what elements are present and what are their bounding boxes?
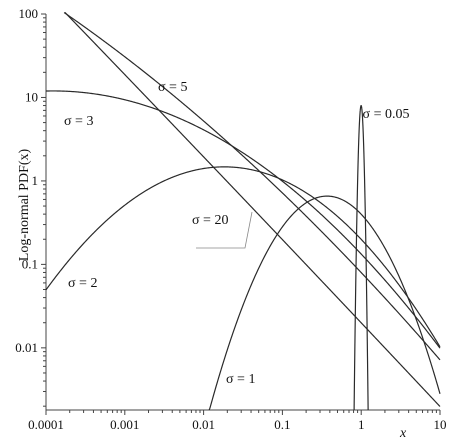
series-curve-20 [64, 11, 441, 407]
series-curve-0_05 [353, 105, 369, 411]
x-tick-label: 10 [434, 417, 447, 432]
series-label-leader [196, 211, 253, 249]
axes [45, 14, 440, 411]
x-axis-title: x [399, 426, 407, 441]
series-labels: σ = 0.05 σ = 1 σ = 2 σ = 3 σ = 5 σ = 20 [64, 80, 409, 387]
y-axis-ticks: 0.01 0.1 1 10 100 [15, 6, 46, 407]
x-tick-label: 1 [358, 417, 365, 432]
x-tick-label: 0.01 [192, 417, 215, 432]
series-curve-5 [63, 12, 441, 361]
series-label-5: σ = 5 [158, 80, 187, 95]
series-label-1: σ = 1 [226, 372, 255, 387]
x-tick-label: 0.001 [110, 417, 139, 432]
y-tick-label: 1 [32, 173, 39, 188]
x-tick-label: 0.1 [274, 417, 290, 432]
y-tick-label: 0.1 [22, 256, 38, 271]
series-label-3: σ = 3 [64, 114, 93, 129]
y-tick-label: 100 [19, 6, 39, 21]
x-tick-label: 0.0001 [28, 417, 64, 432]
series-curve-3 [45, 90, 441, 349]
x-axis-ticks: 0.0001 0.001 0.01 0.1 1 10 [28, 410, 447, 432]
series-label-2: σ = 2 [68, 276, 97, 291]
series-curve-1 [208, 195, 441, 411]
series-label-0_05: σ = 0.05 [363, 107, 410, 122]
y-tick-label: 10 [25, 89, 38, 104]
series-curve-2 [45, 166, 441, 348]
y-axis-title: Log-normal PDF(x) [17, 148, 32, 261]
series-label-20: σ = 20 [192, 213, 228, 228]
series-curves [45, 11, 441, 411]
y-tick-label: 0.01 [15, 340, 38, 355]
